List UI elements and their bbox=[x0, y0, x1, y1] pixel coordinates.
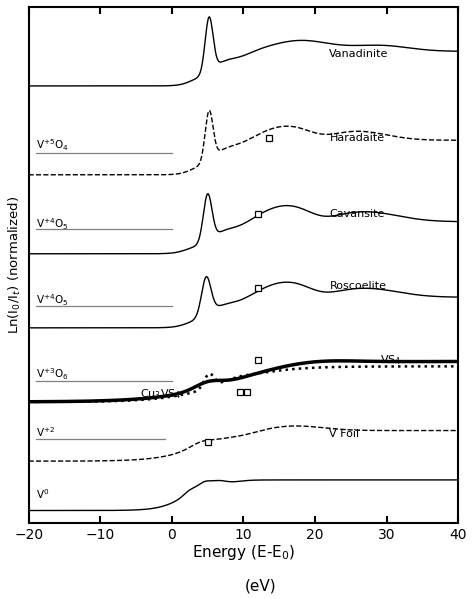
Text: Haradaite: Haradaite bbox=[329, 133, 384, 143]
Text: V$^{+4}$O$_5$: V$^{+4}$O$_5$ bbox=[36, 292, 68, 308]
Text: V$^{+2}$: V$^{+2}$ bbox=[36, 425, 55, 439]
Text: V$^0$: V$^0$ bbox=[36, 487, 49, 501]
Text: V$^{+3}$O$_6$: V$^{+3}$O$_6$ bbox=[36, 367, 68, 382]
Text: Cu$_3$VS$_4$: Cu$_3$VS$_4$ bbox=[140, 388, 181, 401]
X-axis label: Energy (E-E$_0$): Energy (E-E$_0$) bbox=[192, 543, 295, 562]
Y-axis label: Ln(I$_0$/I$_t$) (normalized): Ln(I$_0$/I$_t$) (normalized) bbox=[7, 196, 23, 334]
Text: V$^{+5}$O$_4$: V$^{+5}$O$_4$ bbox=[36, 137, 68, 153]
Text: V Foil: V Foil bbox=[329, 429, 359, 439]
Text: Roscoelite: Roscoelite bbox=[329, 281, 386, 291]
Text: V$^{+4}$O$_5$: V$^{+4}$O$_5$ bbox=[36, 216, 68, 232]
Text: Cavansite: Cavansite bbox=[329, 209, 385, 219]
Text: Vanadinite: Vanadinite bbox=[329, 49, 389, 59]
Text: (eV): (eV) bbox=[245, 578, 276, 593]
Text: VS$_4$: VS$_4$ bbox=[380, 353, 401, 367]
